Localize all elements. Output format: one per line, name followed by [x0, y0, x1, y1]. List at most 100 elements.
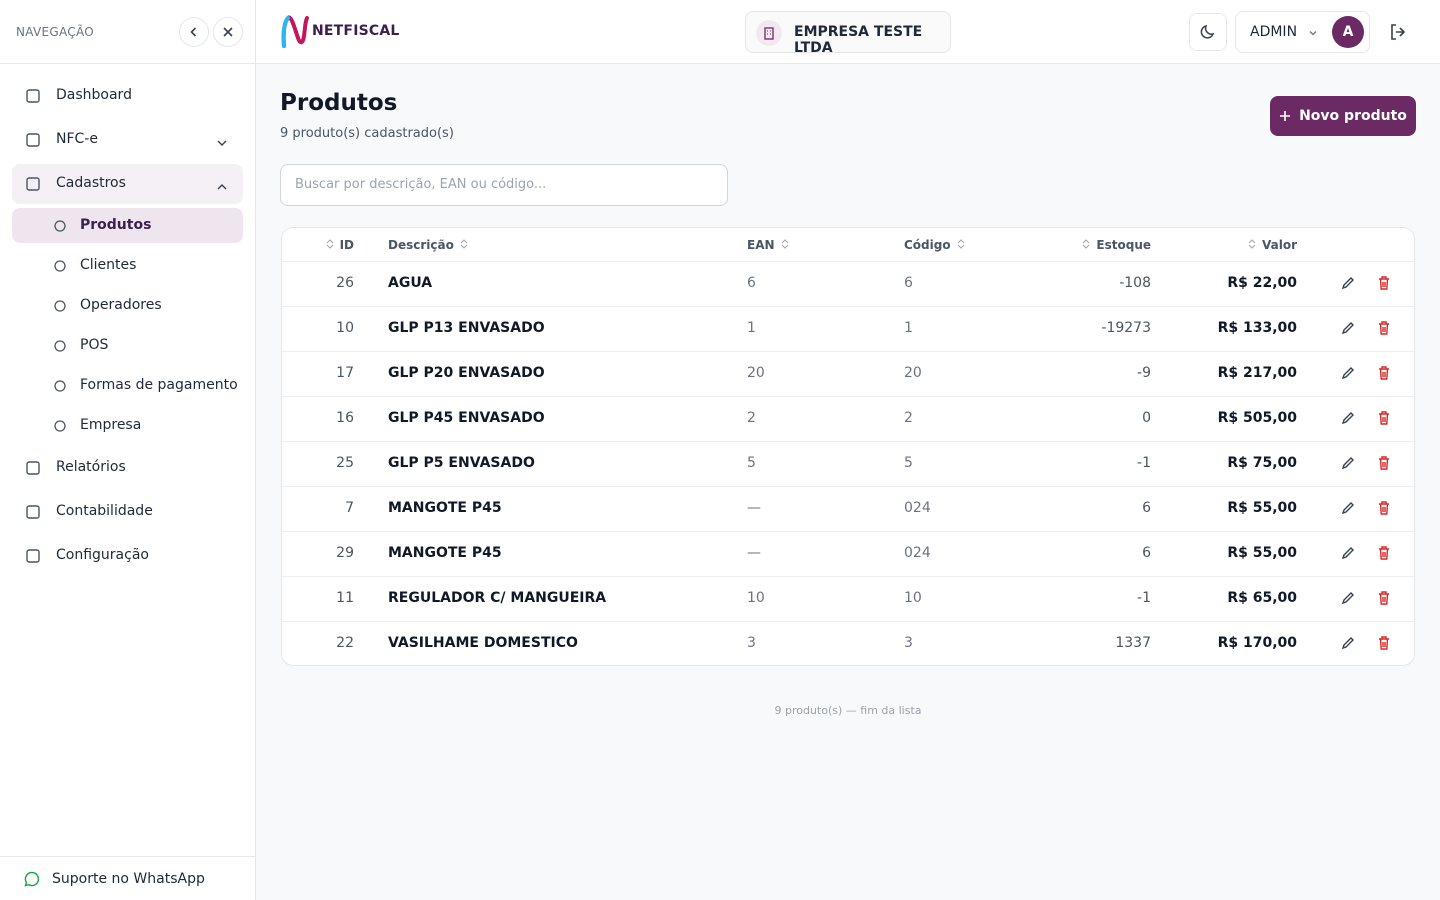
table-cell: 7 — [345, 500, 354, 516]
row-divider — [282, 351, 1414, 352]
table-cell: 1 — [747, 320, 756, 336]
divider — [0, 63, 255, 64]
page-subtitle: 9 produto(s) cadastrado(s) — [280, 126, 454, 141]
table-cell: -1 — [1137, 590, 1151, 606]
table-cell: 6 — [747, 275, 756, 291]
sidebar-heading: NAVEGAÇÃO — [16, 25, 95, 39]
table-cell: 26 — [336, 275, 354, 291]
subnav-item[interactable]: Formas de pagamento — [80, 377, 238, 393]
table-cell: GLP P13 ENVASADO — [388, 320, 545, 336]
logout-button[interactable] — [1388, 22, 1408, 42]
edit-button[interactable] — [1340, 455, 1356, 475]
subnav-icon — [52, 338, 68, 358]
table-cell: — — [747, 545, 761, 561]
table-cell: 2 — [904, 410, 913, 426]
table-cell: -1 — [1137, 455, 1151, 471]
nav-item[interactable]: Cadastros — [56, 175, 126, 191]
subnav-icon — [52, 378, 68, 398]
subnav-item[interactable]: Operadores — [80, 297, 162, 313]
chevron — [216, 178, 228, 197]
table-cell: R$ 217,00 — [1217, 365, 1297, 381]
close-button[interactable] — [213, 17, 243, 47]
table-cell: 16 — [336, 410, 354, 426]
column-header[interactable]: Valor — [1248, 238, 1297, 252]
edit-button[interactable] — [1340, 275, 1356, 295]
subnav-icon — [52, 218, 68, 238]
row-divider — [282, 396, 1414, 397]
divider — [0, 856, 255, 857]
table-cell: -108 — [1119, 275, 1151, 291]
column-header[interactable]: Estoque — [1082, 238, 1151, 252]
edit-button[interactable] — [1340, 590, 1356, 610]
table-cell: 024 — [904, 500, 931, 516]
subnav-item[interactable]: Produtos — [80, 217, 152, 233]
nav-item[interactable]: Contabilidade — [56, 503, 153, 519]
sort-icon — [781, 238, 789, 252]
column-header[interactable]: Código — [904, 238, 965, 252]
delete-button[interactable] — [1376, 545, 1392, 565]
logo-text: NETFISCAL — [312, 23, 400, 39]
table-cell: 1337 — [1115, 635, 1151, 651]
table-cell: MANGOTE P45 — [388, 545, 502, 561]
table-cell: 20 — [747, 365, 765, 381]
subnav-item[interactable]: Clientes — [80, 257, 137, 273]
subnav-item[interactable]: Empresa — [80, 417, 142, 433]
chevron — [216, 134, 228, 153]
nav-icon — [24, 503, 42, 525]
edit-button[interactable] — [1340, 410, 1356, 430]
table-cell: 6 — [904, 275, 913, 291]
table-cell: -19273 — [1101, 320, 1151, 336]
nav-item[interactable]: Configuração — [56, 547, 149, 563]
column-title: Estoque — [1096, 238, 1151, 252]
table-cell: R$ 65,00 — [1227, 590, 1297, 606]
nav-item[interactable]: Relatórios — [56, 459, 126, 475]
nav-active-bg — [12, 208, 243, 243]
table-cell: 25 — [336, 455, 354, 471]
column-header[interactable]: ID — [326, 238, 354, 252]
table-cell: R$ 170,00 — [1217, 635, 1297, 651]
collapse-button[interactable] — [179, 17, 209, 47]
nav-item[interactable]: Dashboard — [56, 87, 132, 103]
subnav-item[interactable]: POS — [80, 337, 109, 353]
sort-icon — [326, 238, 334, 252]
table-cell: 5 — [904, 455, 913, 471]
row-divider — [282, 576, 1414, 577]
edit-button[interactable] — [1340, 320, 1356, 340]
user-menu[interactable]: ADMIN A — [1235, 11, 1370, 53]
table-cell: 024 — [904, 545, 931, 561]
theme-toggle[interactable] — [1189, 13, 1227, 51]
nav-icon — [24, 87, 42, 109]
company-selector[interactable]: EMPRESA TESTE LTDA — [745, 11, 951, 56]
company-icon — [756, 20, 782, 46]
column-title: ID — [339, 238, 354, 252]
avatar: A — [1332, 16, 1364, 48]
company-name: EMPRESA TESTE LTDA — [794, 24, 923, 56]
delete-button[interactable] — [1376, 275, 1392, 295]
delete-button[interactable] — [1376, 500, 1392, 520]
edit-button[interactable] — [1340, 635, 1356, 655]
edit-button[interactable] — [1340, 545, 1356, 565]
row-divider — [282, 306, 1414, 307]
support-link[interactable]: Suporte no WhatsApp — [52, 871, 205, 887]
new-product-button[interactable]: Novo produto — [1270, 96, 1416, 136]
sort-icon — [1248, 238, 1256, 252]
table-cell: GLP P45 ENVASADO — [388, 410, 545, 426]
button-label: Novo produto — [1299, 108, 1407, 124]
edit-button[interactable] — [1340, 500, 1356, 520]
table-cell: MANGOTE P45 — [388, 500, 502, 516]
table-cell: 1 — [904, 320, 913, 336]
edit-button[interactable] — [1340, 365, 1356, 385]
column-header[interactable]: EAN — [747, 238, 789, 252]
delete-button[interactable] — [1376, 635, 1392, 655]
nav-item[interactable]: NFC-e — [56, 131, 98, 147]
whatsapp-icon — [24, 871, 40, 887]
table-cell: GLP P5 ENVASADO — [388, 455, 535, 471]
delete-button[interactable] — [1376, 320, 1392, 340]
delete-button[interactable] — [1376, 455, 1392, 475]
delete-button[interactable] — [1376, 410, 1392, 430]
column-header[interactable]: Descrição — [388, 238, 468, 252]
delete-button[interactable] — [1376, 590, 1392, 610]
delete-button[interactable] — [1376, 365, 1392, 385]
column-title: Código — [904, 238, 951, 252]
search-input[interactable]: Buscar por descrição, EAN ou código... — [280, 164, 728, 206]
